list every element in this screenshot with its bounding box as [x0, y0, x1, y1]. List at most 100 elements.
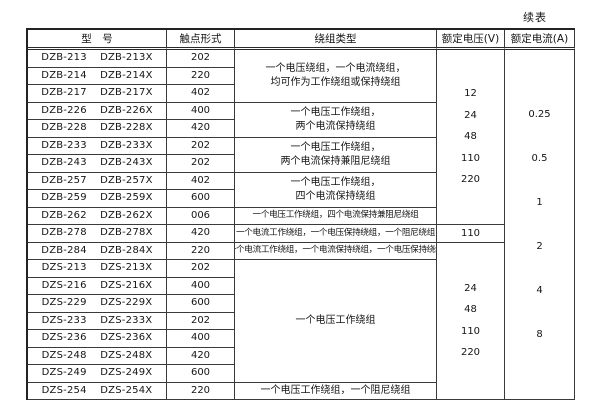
model-code-x: DZB-257X [100, 174, 153, 186]
contact-form-cell: 202 [167, 137, 235, 155]
winding-type-cell: 一个电压工作绕组 [235, 260, 437, 383]
model-code: DZS-233 [41, 314, 87, 326]
model-cell: DZS-254 DZS-254X [28, 382, 167, 400]
contact-form-cell: 202 [167, 260, 235, 278]
contact-form-cell: 202 [167, 50, 235, 68]
voltage-value: 24 [464, 282, 477, 294]
voltage-value: 12 [464, 88, 477, 100]
current-value: 8 [536, 328, 543, 340]
winding-type-text: 四个电流保持绕组 [295, 190, 376, 202]
contact-form-cell: 202 [167, 155, 235, 173]
voltage-value: 48 [464, 131, 477, 143]
current-value: 2 [536, 240, 543, 252]
model-code: DZB-214 [41, 69, 87, 81]
rated-current-cell: 0.25 0.5 1 2 4 8 [505, 50, 575, 400]
model-cell: DZB-259 DZB-259X [28, 190, 167, 208]
model-code: DZB-257 [41, 174, 87, 186]
model-code-x: DZS-236X [100, 332, 153, 344]
model-cell: DZB-257 DZB-257X [28, 172, 167, 190]
model-code-x: DZS-248X [100, 349, 153, 361]
spec-table: 型 号触点形式 绕组类型 额定电压(V) 额定电流(A) DZB-213 DZB-213X… [26, 28, 575, 400]
model-code-x: DZS-254X [100, 384, 153, 396]
winding-type-cell: 一个电压工作绕组， 四个电流保持绕组 [235, 172, 437, 208]
winding-type-text: 一个电流工作绕组，一个电压保持绕组，一个阻尼绕组 [235, 227, 436, 238]
model-cell: DZB-217 DZB-217X [28, 85, 167, 103]
model-cell: DZB-226 DZB-226X [28, 102, 167, 120]
model-code-x: DZB-213X [100, 52, 153, 64]
contact-form-cell: 400 [167, 330, 235, 348]
model-cell: DZB-233 DZB-233X [28, 137, 167, 155]
model-code: DZB-284 [41, 244, 87, 256]
model-code: DZS-248 [41, 349, 87, 361]
winding-type-cell: 一个电流工作绕组，一个电流保持绕组，一个电压保持绕组 [235, 242, 437, 260]
winding-type-cell: 一个电压工作绕组，一个阻尼绕组 [235, 382, 437, 400]
winding-type-text: 一个电压工作绕组， [290, 142, 381, 153]
current-value: 0.25 [528, 108, 551, 120]
model-code-x: DZS-216X [100, 279, 153, 291]
contact-form-cell: 600 [167, 190, 235, 208]
contact-form-cell: 420 [167, 225, 235, 243]
continued-table-label: 续表 [523, 11, 547, 24]
model-code: DZB-213 [41, 52, 87, 64]
model-cell: DZB-228 DZB-228X [28, 120, 167, 138]
winding-type-text: 两个电流保持绕组 [295, 120, 376, 132]
model-cell: DZS-233 DZS-233X [28, 312, 167, 330]
model-code-x: DZB-278X [100, 227, 153, 239]
model-code: DZB-278 [41, 227, 87, 239]
winding-type-cell: 一个电压工作绕组，四个电流保持兼阻尼绕组 [235, 207, 437, 225]
model-cell: DZS-236 DZS-236X [28, 330, 167, 348]
contact-form-cell: 420 [167, 347, 235, 365]
voltage-value: 220 [460, 174, 481, 186]
winding-type-text: 两个电流保持兼阻尼绕组 [280, 155, 391, 167]
model-code: DZB-228 [41, 122, 87, 134]
model-cell: DZS-216 DZS-216X [28, 277, 167, 295]
model-code: DZB-262 [41, 209, 87, 221]
winding-type-cell: 一个电压绕组，一个电流绕组， 均可作为工作绕组或保持绕组 [235, 50, 437, 103]
model-cell: DZB-284 DZB-284X [28, 242, 167, 260]
model-code-x: DZB-214X [100, 69, 153, 81]
contact-form-cell: 220 [167, 382, 235, 400]
contact-form-cell: 400 [167, 277, 235, 295]
contact-form-cell: 006 [167, 207, 235, 225]
rated-voltage-cell: 24 48 110 220 [437, 242, 505, 400]
winding-type-text: 一个电压绕组，一个电流绕组， [265, 63, 406, 75]
winding-type-text: 一个电压工作绕组， [290, 107, 381, 118]
column-header: 触点形式 [167, 30, 235, 50]
model-code: DZB-226 [41, 104, 87, 116]
model-code-x: DZB-217X [100, 87, 153, 99]
contact-form-cell: 400 [167, 102, 235, 120]
column-header: 额定电流(A) [505, 30, 575, 50]
model-cell: DZB-243 DZB-243X [28, 155, 167, 173]
model-code: DZB-217 [41, 87, 87, 99]
model-cell: DZB-214 DZB-214X [28, 67, 167, 85]
model-code-x: DZB-226X [100, 104, 153, 116]
model-cell: DZS-213 DZS-213X [28, 260, 167, 278]
model-code: DZB-233 [41, 139, 87, 151]
current-value: 4 [536, 284, 543, 296]
contact-form-cell: 202 [167, 312, 235, 330]
winding-type-text: 一个电流工作绕组，一个电流保持绕组，一个电压保持绕组 [235, 245, 437, 255]
voltage-value: 110 [460, 325, 481, 337]
model-code-x: DZB-233X [100, 139, 153, 151]
winding-type-text: 一个电压工作绕组， [290, 177, 381, 188]
model-code-x: DZS-213X [100, 262, 153, 274]
current-value: 0.5 [531, 152, 548, 164]
contact-form-cell: 600 [167, 365, 235, 383]
model-cell: DZS-229 DZS-229X [28, 295, 167, 313]
model-cell: DZB-278 DZB-278X [28, 225, 167, 243]
winding-type-text: 一个电压工作绕组 [295, 315, 376, 326]
contact-form-cell: 402 [167, 85, 235, 103]
column-header: 额定电压(V) [437, 30, 505, 50]
contact-form-cell: 420 [167, 120, 235, 138]
contact-form-cell: 600 [167, 295, 235, 313]
model-cell: DZB-213 DZB-213X [28, 50, 167, 68]
model-code-x: DZS-249X [100, 367, 153, 379]
model-cell: DZB-262 DZB-262X [28, 207, 167, 225]
model-code: DZS-229 [41, 297, 87, 309]
rated-voltage-cell: 12 24 48 110 220 [437, 50, 505, 225]
model-code-x: DZB-262X [100, 209, 153, 221]
model-code: DZS-249 [41, 367, 87, 379]
contact-form-cell: 220 [167, 242, 235, 260]
voltage-value: 220 [460, 347, 481, 359]
